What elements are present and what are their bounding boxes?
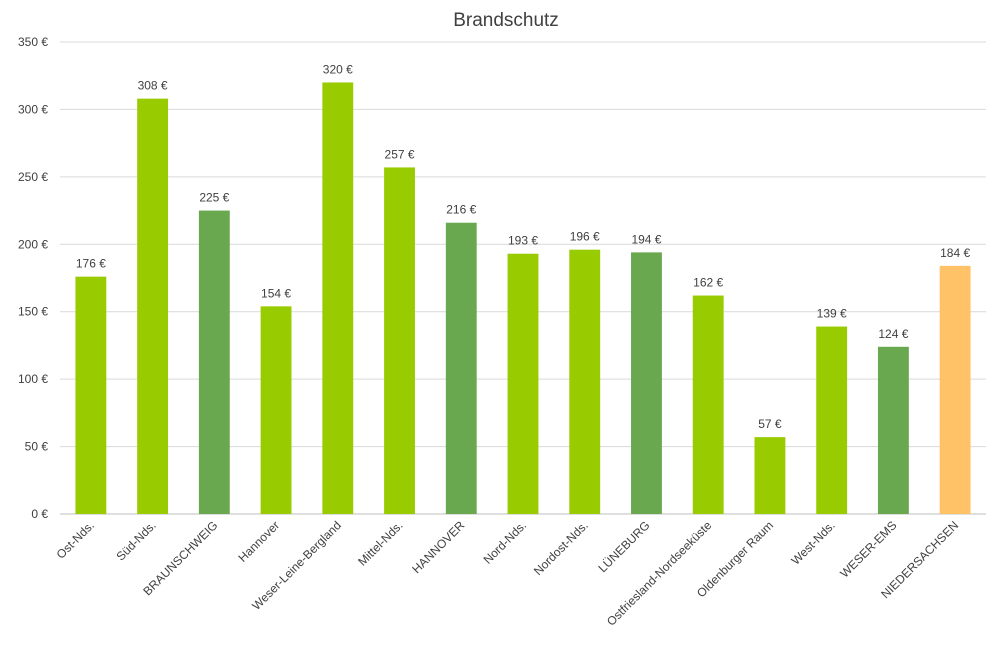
bar [260, 306, 292, 514]
data-label: 194 € [631, 232, 661, 246]
y-tick-label: 150 € [18, 305, 48, 319]
x-tick-label: LÜNEBURG [596, 518, 653, 575]
y-tick-label: 100 € [18, 372, 48, 386]
data-label: 308 € [138, 79, 168, 93]
x-axis-ticks: Ost-Nds. Süd-Nds.BRAUNSCHWEIG HannoverWese… [54, 518, 962, 629]
data-label: 124 € [878, 327, 908, 341]
data-labels: 176 € 308 € 225 € 154 € 320 € 257 € 216 € 193 €… [76, 62, 971, 431]
x-tick-label: HANNOVER [409, 518, 467, 576]
x-tick-label: Ost-Nds. [54, 518, 97, 561]
x-tick-label: West-Nds. [788, 518, 837, 567]
y-tick-label: 0 € [31, 507, 48, 521]
data-label: 216 € [446, 203, 476, 217]
y-tick-label: 50 € [25, 440, 49, 454]
x-tick-label: Nordost-Nds. [531, 518, 591, 578]
y-tick-label: 300 € [18, 102, 48, 116]
y-tick-label: 200 € [18, 237, 48, 251]
data-label: 139 € [817, 307, 847, 321]
bar [137, 98, 169, 514]
data-label: 154 € [261, 286, 291, 300]
chart-title: Brandschutz [453, 10, 559, 31]
bar [631, 252, 662, 514]
bar [569, 249, 601, 514]
bar [692, 295, 724, 514]
data-label: 193 € [508, 234, 538, 248]
bar [507, 253, 539, 514]
bar [322, 82, 354, 514]
bar [198, 210, 230, 515]
x-tick-label: WESER-EMS [837, 518, 899, 580]
data-label: 320 € [323, 62, 353, 76]
y-tick-label: 250 € [18, 170, 48, 184]
x-tick-label: Nord-Nds. [481, 518, 530, 567]
y-tick-label: 350 € [18, 35, 48, 49]
data-label: 196 € [570, 230, 600, 244]
data-label: 57 € [758, 417, 782, 431]
data-label: 162 € [693, 276, 723, 290]
bar [939, 265, 971, 514]
data-label: 257 € [385, 147, 415, 161]
x-tick-label: Ostfriesland-Nordseeküste [604, 518, 715, 629]
bar [877, 346, 909, 514]
data-label: 225 € [199, 191, 229, 205]
data-label: 176 € [76, 257, 106, 271]
bar [75, 276, 107, 514]
x-tick-label: Mittel-Nds. [355, 518, 405, 568]
x-tick-label: Hannover [235, 518, 282, 565]
data-label: 184 € [940, 246, 970, 260]
bar [384, 167, 415, 514]
x-tick-label: Süd-Nds. [113, 518, 158, 563]
bar [754, 437, 786, 514]
y-axis-ticks: 0 € 50 € 100 € 150 € 200 € 250 € 300 € 350 € [18, 35, 48, 521]
bar [445, 222, 477, 515]
bar [816, 326, 848, 514]
bars [75, 82, 971, 515]
